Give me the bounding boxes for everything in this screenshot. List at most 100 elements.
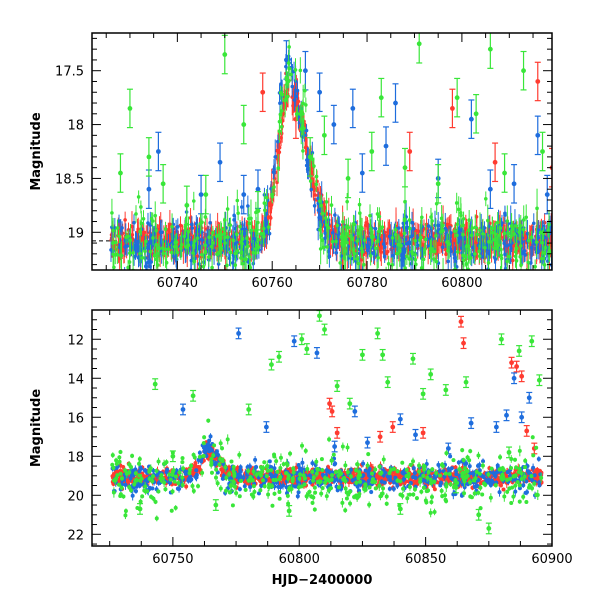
data-point	[318, 228, 322, 232]
data-point	[208, 221, 212, 225]
outlier-point	[255, 208, 261, 214]
data-point	[413, 257, 418, 262]
data-point	[351, 247, 356, 252]
data-point	[109, 248, 113, 252]
data-point	[127, 260, 132, 264]
outlier-point	[416, 41, 422, 47]
data-point	[348, 254, 353, 258]
data-point	[403, 266, 407, 270]
data-point	[211, 241, 215, 245]
data-point	[261, 231, 266, 236]
data-point	[387, 234, 392, 239]
data-point	[325, 245, 329, 249]
data-point	[334, 239, 338, 244]
data-point	[407, 240, 412, 244]
data-point	[133, 243, 138, 248]
data-point	[517, 230, 521, 234]
data-point	[166, 227, 171, 232]
data-point	[316, 208, 321, 212]
data-point	[228, 250, 233, 255]
x-tick-label: 60740	[157, 276, 198, 291]
outlier-point	[222, 52, 228, 57]
outlier-point	[535, 132, 541, 138]
data-point	[247, 278, 251, 282]
data-point	[455, 233, 459, 238]
data-point	[286, 61, 291, 65]
data-point	[525, 275, 529, 279]
data-point	[170, 224, 174, 229]
data-point	[540, 256, 544, 261]
data-point	[355, 257, 359, 261]
data-point	[527, 238, 531, 243]
data-point	[402, 217, 407, 221]
data-point	[238, 224, 242, 229]
outlier-point	[359, 170, 365, 176]
data-point	[186, 243, 191, 248]
data-point	[341, 239, 346, 244]
data-point	[385, 249, 390, 254]
outlier-point	[511, 181, 517, 187]
data-point	[154, 257, 159, 262]
data-point	[287, 45, 291, 49]
data-point	[195, 236, 200, 240]
data-point	[483, 246, 487, 250]
data-point	[350, 237, 354, 242]
data-point	[510, 227, 515, 231]
data-point	[336, 220, 340, 224]
data-point	[467, 247, 471, 252]
outlier-point	[184, 202, 190, 208]
data-point	[120, 231, 125, 236]
data-point	[314, 174, 319, 179]
outlier-point	[487, 46, 493, 52]
x-tick-label: 60780	[346, 276, 387, 291]
data-point	[469, 233, 474, 238]
data-point	[169, 250, 174, 255]
data-point	[362, 262, 366, 267]
outlier-point	[378, 95, 384, 101]
data-point	[119, 253, 123, 258]
data-point	[320, 238, 325, 242]
data-point	[268, 215, 272, 219]
data-point	[298, 68, 303, 73]
data-point	[446, 259, 451, 264]
data-point	[333, 213, 337, 217]
data-point	[249, 216, 253, 221]
data-point	[278, 90, 283, 95]
outlier-point	[521, 68, 526, 74]
series-3	[110, 33, 552, 282]
data-point	[249, 228, 254, 233]
data-point	[164, 260, 169, 265]
data-point	[453, 465, 458, 470]
data-point	[454, 201, 459, 205]
data-point	[473, 225, 478, 230]
data-point	[226, 235, 230, 239]
data-point	[300, 125, 305, 129]
data-point	[201, 264, 206, 269]
data-point	[510, 258, 515, 263]
data-point	[163, 247, 168, 252]
data-point	[236, 211, 240, 215]
data-point	[370, 234, 374, 239]
outlier-point	[369, 149, 375, 154]
data-point	[357, 202, 362, 207]
data-point	[464, 244, 469, 248]
data-point	[272, 185, 276, 189]
outlier-point	[473, 111, 479, 117]
data-point	[335, 223, 340, 228]
data-point	[514, 246, 519, 251]
data-point	[126, 265, 130, 270]
data-point	[471, 245, 476, 250]
data-point	[410, 249, 414, 254]
outlier-point	[303, 68, 308, 74]
data-point	[179, 242, 184, 247]
data-point	[432, 257, 436, 261]
data-point	[445, 222, 450, 227]
data-point	[195, 254, 200, 259]
data-point	[264, 195, 269, 200]
data-point	[378, 226, 383, 231]
data-point	[499, 247, 503, 252]
data-point	[156, 263, 160, 267]
y-tick-label: 17.5	[55, 65, 84, 80]
data-point	[276, 139, 280, 144]
data-point	[486, 260, 491, 265]
